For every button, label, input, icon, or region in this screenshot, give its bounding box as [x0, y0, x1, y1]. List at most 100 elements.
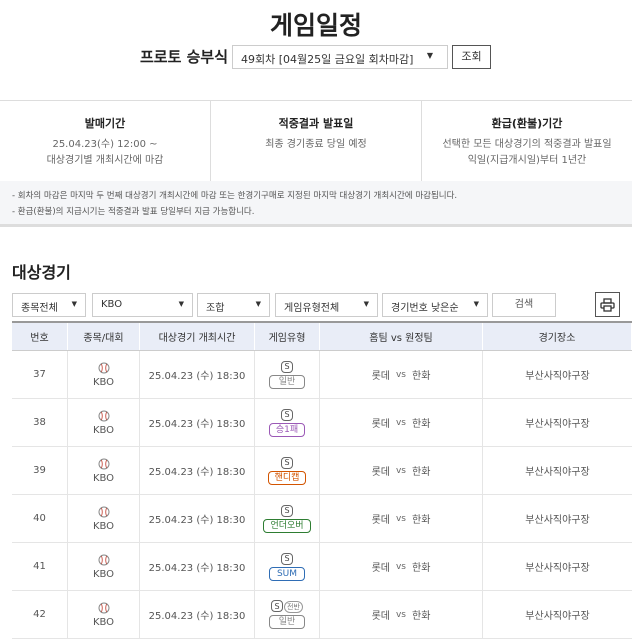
game-number: 41 [12, 543, 68, 590]
baseball-icon [98, 506, 110, 521]
teams-cell: 롯데 vs 한화 [320, 447, 483, 494]
search-button[interactable]: 검색 [492, 293, 556, 317]
game-type-cell: S 전반 일반 [255, 591, 320, 638]
note: - 환급(환불)의 지급시기는 적중결과 발표 당일부터 지급 가능합니다. [12, 207, 255, 217]
notes: - 회차의 마감은 마지막 두 번째 대상경기 개최시간에 마감 또는 한경기구… [0, 181, 632, 227]
game-time: 25.04.23 (수) 18:30 [140, 399, 255, 446]
page-title: 게임일정 [269, 11, 362, 40]
game-number: 42 [12, 591, 68, 638]
game-type-cell: S SUM [255, 543, 320, 590]
table-row[interactable]: 40 KBO 25.04.23 (수) 18:30 S 언더오버 롯데 vs 한화 부산사직야구… [12, 495, 632, 543]
league-name: KBO [92, 520, 115, 532]
baseball-icon [98, 410, 110, 425]
league-name: KBO [92, 424, 115, 436]
col-venue: 경기장소 [483, 323, 632, 350]
info-line: 최종 경기종료 당일 예정 [265, 139, 367, 150]
league-name: KBO [92, 616, 115, 628]
info-line: 대상경기별 개최시간에 마감 [46, 155, 164, 166]
info-line: 익일(지급개시일)부터 1년간 [467, 155, 587, 166]
baseball-icon [98, 362, 110, 377]
s-badge: S [281, 360, 293, 373]
venue: 부산사직야구장 [525, 467, 590, 478]
badge-line: S [281, 552, 293, 565]
table-row[interactable]: 37 KBO 25.04.23 (수) 18:30 S 일반 롯데 vs 한화 부산사직야구장 [12, 351, 632, 399]
info-title: 발매기간 [84, 117, 126, 130]
league-filter-value: KBO [101, 299, 123, 310]
sport-cell: KBO [68, 351, 140, 398]
away-team: 한화 [412, 515, 431, 526]
league-name: KBO [92, 568, 115, 580]
table-row[interactable]: 42 KBO 25.04.23 (수) 18:30 S 전반 일반 롯데 vs 한화 부산사직야구… [12, 591, 632, 639]
away-team: 한화 [412, 563, 431, 574]
combo-filter[interactable]: 조합 ▼ [197, 293, 270, 317]
sort-filter[interactable]: 경기번호 낮은순 ▼ [382, 293, 488, 317]
sport-filter[interactable]: 종목전체 ▼ [12, 293, 86, 317]
s-badge: S [271, 600, 284, 613]
info-title: 적중결과 발표일 [278, 117, 354, 130]
venue: 부산사직야구장 [525, 371, 590, 382]
game-type-badge: SUM [269, 566, 305, 581]
s-badge: S [281, 504, 293, 517]
league-filter[interactable]: KBO ▼ [92, 293, 193, 317]
venue: 부산사직야구장 [525, 419, 590, 430]
combo-filter-value: 조합 [206, 303, 225, 314]
info-line: 25.04.23(수) 12:00 ~ [52, 139, 158, 150]
table-row[interactable]: 41 KBO 25.04.23 (수) 18:30 S SUM 롯데 vs 한화 부산사직야구장 [12, 543, 632, 591]
vs-label: vs [395, 609, 406, 620]
venue: 부산사직야구장 [525, 515, 590, 526]
col-time: 대상경기 개최시간 [140, 323, 255, 350]
venue: 부산사직야구장 [525, 563, 590, 574]
col-sport: 종목/대회 [68, 323, 140, 350]
game-number: 40 [12, 495, 68, 542]
vs-label: vs [395, 465, 406, 476]
game-time: 25.04.23 (수) 18:30 [140, 447, 255, 494]
game-type-badge: 일반 [269, 374, 305, 389]
game-time: 25.04.23 (수) 18:30 [140, 591, 255, 638]
sport-cell: KBO [68, 495, 140, 542]
printer-icon [600, 297, 615, 312]
game-type-filter-value: 게임유형전체 [284, 303, 340, 314]
sport-cell: KBO [68, 399, 140, 446]
info-refund-period: 환급(환불)기간 선택한 모든 대상경기의 적중결과 발표일 익일(지급개시일)부터… [422, 101, 632, 181]
league-name: KBO [92, 472, 115, 484]
away-team: 한화 [412, 611, 431, 622]
game-type-cell: S 언더오버 [255, 495, 320, 542]
info-panel: 발매기간 25.04.23(수) 12:00 ~ 대상경기별 개최시간에 마감 적중… [0, 100, 632, 181]
sport-cell: KBO [68, 543, 140, 590]
table-row[interactable]: 39 KBO 25.04.23 (수) 18:30 S 핸디캡 롯데 vs 한화 부산사직야구장 [12, 447, 632, 495]
league-name: KBO [92, 376, 115, 388]
baseball-icon [98, 602, 110, 617]
round-select[interactable]: 49회차 [04월25일 금요일 회차마감] ▼ [232, 45, 448, 69]
game-type-badge: 핸디캡 [267, 470, 307, 485]
game-time: 25.04.23 (수) 18:30 [140, 351, 255, 398]
note: - 회차의 마감은 마지막 두 번째 대상경기 개최시간에 마감 또는 한경기구… [12, 191, 458, 201]
half-badge: 전반 [284, 600, 303, 613]
game-type-cell: S 일반 [255, 351, 320, 398]
away-team: 한화 [412, 419, 431, 430]
home-team: 롯데 [371, 467, 390, 478]
game-number: 38 [12, 399, 68, 446]
home-team: 롯데 [371, 371, 390, 382]
section-title: 대상경기 [12, 263, 71, 282]
table-header: 번호 종목/대회 대상경기 개최시간 게임유형 홈팀 vs 원정팀 경기장소 [12, 323, 632, 351]
badge-line: S [281, 408, 293, 421]
query-button[interactable]: 조회 [452, 45, 491, 69]
badge-line: S [281, 456, 293, 469]
vs-label: vs [395, 369, 406, 380]
badge-line: S [281, 360, 293, 373]
table-row[interactable]: 38 KBO 25.04.23 (수) 18:30 S 승1패 롯데 vs 한화 부산사직야구장 [12, 399, 632, 447]
chevron-down-icon: ▼ [71, 300, 77, 308]
vs-label: vs [395, 513, 406, 524]
home-team: 롯데 [371, 515, 390, 526]
game-type-badge: 승1패 [268, 422, 306, 437]
teams-cell: 롯데 vs 한화 [320, 591, 483, 638]
teams-cell: 롯데 vs 한화 [320, 399, 483, 446]
teams-cell: 롯데 vs 한화 [320, 543, 483, 590]
sport-cell: KBO [68, 591, 140, 638]
print-button[interactable] [595, 292, 620, 317]
vs-label: vs [395, 417, 406, 428]
s-badge: S [281, 552, 293, 565]
game-type-filter[interactable]: 게임유형전체 ▼ [275, 293, 378, 317]
game-type-badge: 언더오버 [263, 518, 311, 533]
s-badge: S [281, 408, 293, 421]
